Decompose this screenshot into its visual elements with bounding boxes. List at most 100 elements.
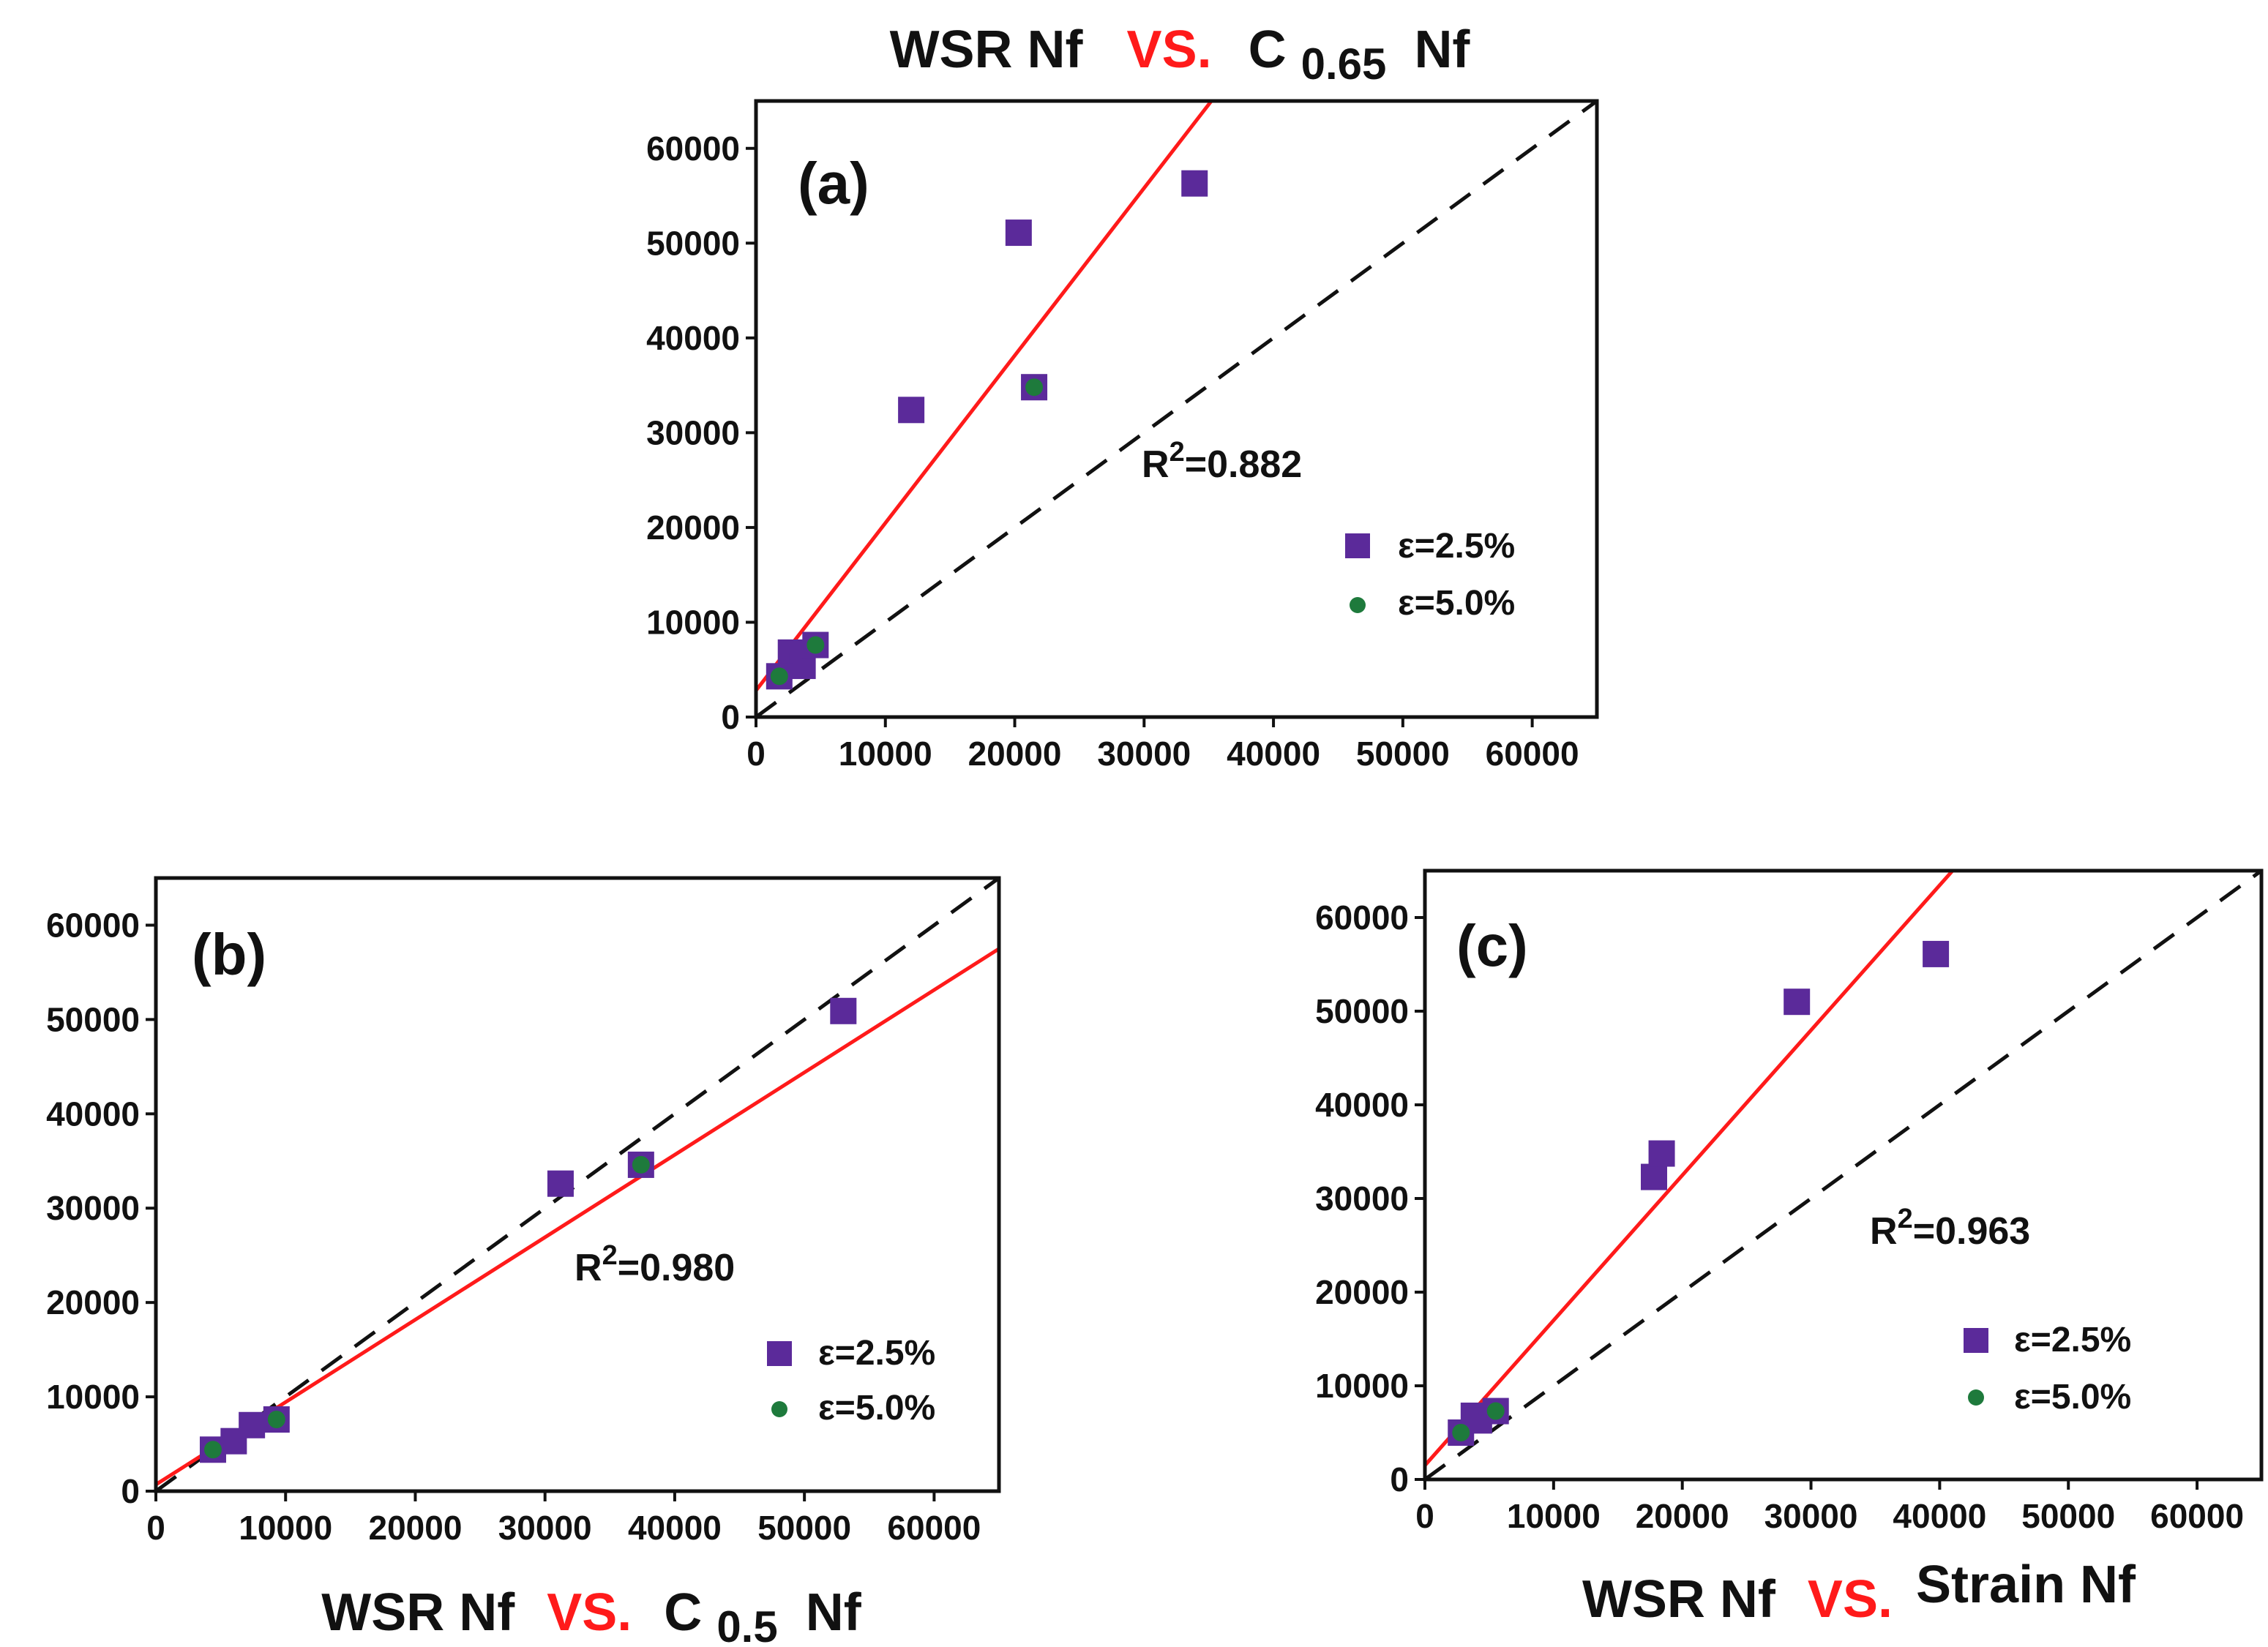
panel-c: WSR Nf VS. Strain Nf 0 10000 20000 30000 400…	[1315, 868, 2264, 1629]
panel-c-x-ticks: 0 10000 20000 30000 40000 50000 60000	[1415, 1479, 2244, 1535]
panel-a-plot-frame	[754, 99, 1599, 719]
panel-a-legend-square-label: ε=2.5%	[1398, 527, 1515, 566]
panel-b-reference-line	[156, 878, 999, 1491]
panel-a-y-tick-label: 10000	[646, 603, 740, 641]
panel-a-y-tick-label: 60000	[646, 130, 740, 168]
panel-a-x-tick-label: 0	[746, 735, 766, 773]
panel-b-y-ticks: 0 10000 20000 30000 40000 50000 60000	[46, 906, 156, 1510]
panel-b-x-tick-label: 20000	[369, 1509, 463, 1547]
panel-a-point-circle	[770, 667, 788, 686]
panel-c-r2: R2=0.963	[1870, 1204, 2030, 1253]
panel-c-fit-line	[1425, 871, 1954, 1467]
panel-b-title-vs: VS.	[547, 1583, 632, 1642]
panel-b-legend-circle-label: ε=5.0%	[818, 1389, 935, 1427]
panel-c-x-tick-label: 20000	[1636, 1497, 1729, 1535]
panel-b-r2: R2=0.980	[575, 1240, 735, 1289]
panel-a-label: (a)	[798, 151, 869, 216]
panel-c-x-tick-label: 40000	[1893, 1497, 1986, 1535]
panel-c-title-right-main: Strain Nf	[1916, 1556, 2136, 1614]
panel-c-x-tick-label: 0	[1415, 1497, 1434, 1535]
panel-a-point-circle	[1025, 378, 1044, 397]
panel-a-points	[766, 170, 1208, 690]
panel-b-legend-circle-marker	[771, 1401, 787, 1417]
panel-c-point-square	[1923, 940, 1950, 967]
panel-b-point-square	[830, 997, 857, 1024]
panel-a-x-ticks: 0 10000 20000 30000 40000 50000 60000	[746, 717, 1579, 773]
panel-c-legend-square-marker	[1964, 1328, 1988, 1353]
panel-a-x-tick-label: 40000	[1227, 735, 1320, 773]
panel-b-title-right-main: C	[664, 1583, 702, 1642]
panel-b-legend-square-marker	[767, 1341, 792, 1366]
panel-b-y-tick-label: 20000	[46, 1283, 140, 1321]
panel-a-x-tick-label: 50000	[1356, 735, 1450, 773]
panel-a-y-tick-label: 30000	[646, 413, 740, 451]
panel-b-x-tick-label: 10000	[239, 1509, 332, 1547]
panel-c-x-tick-label: 30000	[1764, 1497, 1858, 1535]
panel-a-title-right-sub: 0.65	[1301, 40, 1387, 89]
panel-a: WSR Nf VS. C 0.65 Nf 0 10000 20000 30000 400…	[646, 20, 1599, 773]
panel-c-plot-frame	[1423, 868, 2264, 1482]
panel-b-x-tick-label: 50000	[757, 1509, 851, 1547]
panel-c-point-square	[1784, 988, 1811, 1016]
panel-b-point-square	[239, 1411, 266, 1438]
panel-c-point-circle	[1452, 1424, 1470, 1441]
panel-a-fit-line	[756, 101, 1213, 692]
panel-c-title-vs: VS.	[1808, 1570, 1893, 1629]
panel-c-y-tick-label: 0	[1390, 1460, 1409, 1498]
panel-a-point-circle	[806, 636, 825, 654]
panel-b-title: WSR Nf VS. C 0.5 Nf	[321, 1583, 861, 1647]
panel-a-legend-square-marker	[1345, 533, 1370, 558]
panel-c-point-square	[1641, 1163, 1668, 1190]
panel-b-plot-frame	[154, 876, 1001, 1493]
panel-c-legend-circle-marker	[1968, 1389, 1984, 1406]
panel-c-reference-line	[1425, 871, 2261, 1479]
panel-b-y-tick-label: 40000	[46, 1095, 140, 1133]
panel-a-point-square	[898, 397, 925, 424]
panel-b-fit-line	[156, 947, 999, 1487]
panel-c-y-tick-label: 40000	[1315, 1086, 1409, 1124]
panel-a-title-left: WSR Nf	[890, 20, 1084, 79]
panel-c-y-tick-label: 50000	[1315, 992, 1409, 1030]
panel-a-point-square	[1005, 220, 1032, 247]
panel-a-y-tick-label: 0	[721, 698, 740, 736]
panel-a-legend-circle-marker	[1350, 597, 1366, 613]
panel-b-point-circle	[203, 1441, 222, 1459]
panel-a-r2: R2=0.882	[1142, 437, 1302, 486]
panel-c-title: WSR Nf VS. Strain Nf	[1582, 1556, 2136, 1629]
panel-a-reference-line	[756, 101, 1597, 717]
panel-c-y-tick-label: 10000	[1315, 1367, 1409, 1405]
panel-a-y-ticks: 0 10000 20000 30000 40000 50000 60000	[646, 130, 756, 736]
panel-a-title-right-main: C	[1249, 20, 1287, 79]
panel-b-title-right-tail: Nf	[806, 1583, 862, 1642]
panel-c-y-tick-label: 30000	[1315, 1179, 1409, 1218]
panel-b-x-tick-label: 40000	[628, 1509, 722, 1547]
panel-b-point-circle	[632, 1155, 650, 1174]
panel-a-title: WSR Nf VS. C 0.65 Nf	[890, 20, 1471, 91]
panel-c-legend-circle-label: ε=5.0%	[2014, 1378, 2131, 1417]
panel-b-legend-square-label: ε=2.5%	[818, 1334, 935, 1373]
panel-c-y-tick-label: 60000	[1315, 898, 1409, 937]
panel-a-y-tick-label: 50000	[646, 224, 740, 262]
panel-a-x-tick-label: 10000	[839, 735, 932, 773]
panel-a-title-right-tail: Nf	[1414, 20, 1470, 79]
panel-b-x-ticks: 0 10000 20000 30000 40000 50000 60000	[146, 1491, 981, 1547]
panel-c-y-ticks: 0 10000 20000 30000 40000 50000 60000	[1315, 898, 1425, 1498]
panel-c-legend: ε=2.5% ε=5.0%	[1964, 1321, 2131, 1417]
panel-c-x-tick-label: 50000	[2021, 1497, 2115, 1535]
panel-b-title-right-sub: 0.5	[716, 1602, 777, 1647]
panel-a-legend: ε=2.5% ε=5.0%	[1345, 527, 1515, 623]
panel-b-point-square	[547, 1170, 574, 1197]
panel-b-x-tick-label: 0	[146, 1509, 165, 1547]
panel-b-point-circle	[267, 1411, 285, 1429]
panel-c-point-square	[1648, 1140, 1675, 1167]
panel-a-y-tick-label: 40000	[646, 319, 740, 357]
panel-c-legend-square-label: ε=2.5%	[2014, 1321, 2131, 1359]
panel-a-x-tick-label: 20000	[968, 735, 1062, 773]
panel-b-legend: ε=2.5% ε=5.0%	[767, 1334, 935, 1427]
panel-b-label: (b)	[192, 922, 266, 987]
panel-c-label: (c)	[1456, 913, 1528, 978]
panel-c-points	[1448, 940, 1950, 1446]
panel-b-x-tick-label: 30000	[498, 1509, 592, 1547]
panel-b-title-left: WSR Nf	[321, 1583, 515, 1642]
